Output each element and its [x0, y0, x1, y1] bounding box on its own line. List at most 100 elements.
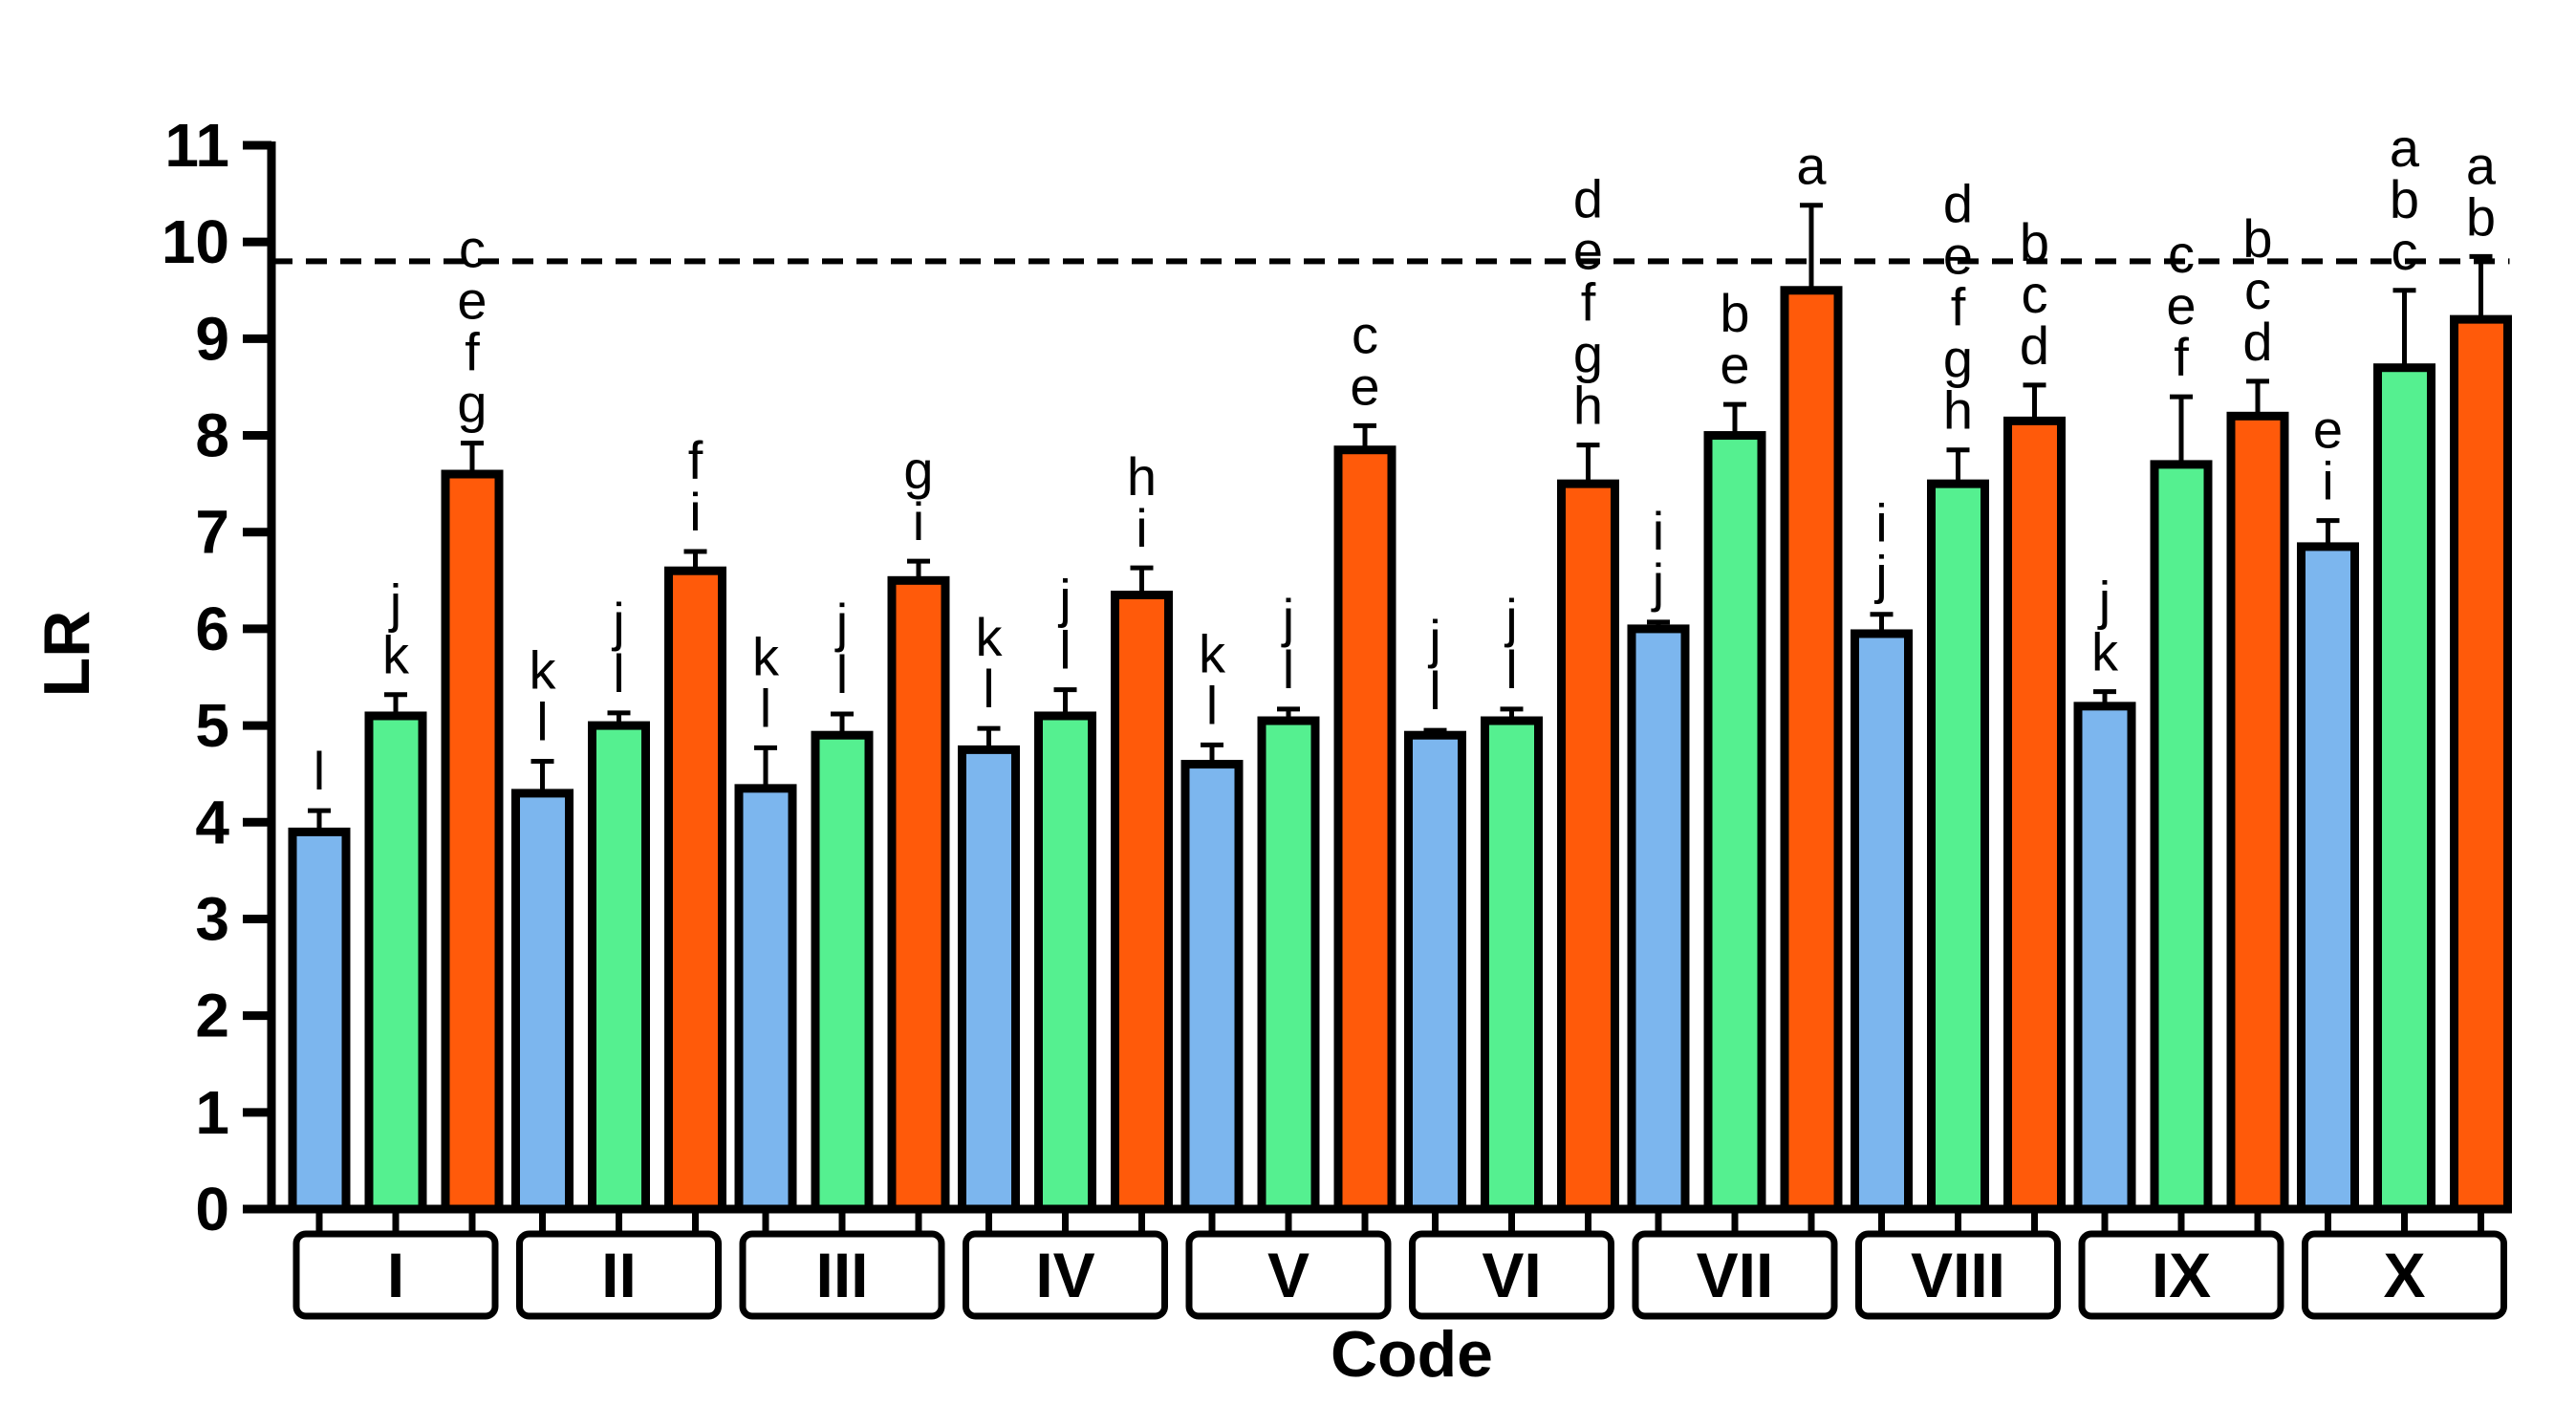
significance-letter: c — [2168, 224, 2195, 284]
bar-V-1 — [1180, 760, 1244, 1214]
significance-letter: f — [1951, 277, 1966, 337]
significance-letter: k — [752, 626, 780, 686]
significance-letter: j — [1427, 609, 1440, 669]
significance-letter: d — [2242, 312, 2272, 372]
significance-letter: d — [1943, 174, 1973, 234]
bar-II-1 — [511, 789, 574, 1214]
bar-X-1 — [2297, 542, 2359, 1214]
bar-VIII-3 — [2003, 416, 2066, 1214]
bar-IX-3 — [2226, 411, 2289, 1214]
significance-letter: j — [1057, 569, 1071, 629]
bar-X-3 — [2450, 314, 2512, 1214]
significance-letter: j — [1873, 545, 1887, 605]
bar-VII-2 — [1703, 431, 1766, 1214]
significance-letter: l — [1505, 639, 1517, 700]
group-label-box — [2302, 1230, 2507, 1320]
group-label: VIII — [1911, 1240, 2005, 1310]
significance-letter: i — [689, 482, 701, 542]
group-label-box — [1632, 1230, 1838, 1320]
significance-letter: f — [2174, 327, 2189, 387]
bar-III-3 — [887, 575, 950, 1214]
group-label: IX — [2152, 1240, 2211, 1310]
group-label: II — [601, 1240, 637, 1310]
group-label-box — [1855, 1230, 2061, 1320]
bar-IV-1 — [958, 745, 1020, 1214]
significance-letter: j — [388, 573, 401, 634]
group-label: VI — [1482, 1240, 1541, 1310]
group-label: VII — [1697, 1240, 1774, 1310]
significance-letter: f — [465, 322, 480, 382]
group-label-box — [1185, 1230, 1392, 1320]
significance-letter: l — [760, 678, 771, 738]
bar-IV-3 — [1111, 590, 1173, 1214]
significance-letter: e — [1573, 221, 1603, 281]
y-tick-label: 2 — [195, 982, 229, 1050]
bar-VI-2 — [1481, 716, 1543, 1214]
group-label: V — [1267, 1240, 1310, 1310]
bar-VIII-1 — [1851, 629, 1913, 1214]
bar-V-2 — [1257, 716, 1320, 1214]
bar-I-2 — [364, 711, 427, 1214]
significance-letter: j — [1504, 588, 1517, 648]
group-label: X — [2383, 1240, 2425, 1310]
significance-letter: j — [1651, 552, 1664, 613]
significance-letter: k — [2091, 622, 2119, 682]
y-tick-label: 9 — [195, 304, 229, 373]
significance-letter: l — [1206, 675, 1218, 735]
y-tick-label: 4 — [195, 788, 229, 856]
x-axis-title: Code — [1331, 1318, 1493, 1391]
bar-VI-3 — [1557, 479, 1619, 1214]
bar-II-2 — [588, 721, 650, 1214]
significance-letter: k — [382, 625, 410, 685]
significance-letter: e — [2166, 275, 2196, 335]
group-label: IV — [1035, 1240, 1094, 1310]
significance-letter: b — [2242, 208, 2272, 269]
group-label: III — [815, 1240, 868, 1310]
y-tick-label: 5 — [195, 691, 229, 760]
significance-letter: i — [913, 491, 924, 551]
group-label-box — [963, 1230, 1168, 1320]
bar-III-2 — [811, 730, 874, 1214]
significance-letter: a — [1796, 136, 1827, 196]
bar-VI-1 — [1404, 730, 1466, 1214]
group-label-box — [2078, 1230, 2284, 1320]
significance-letter: a — [2390, 118, 2420, 178]
significance-letter: k — [1199, 623, 1226, 683]
significance-letter: c — [1352, 304, 1378, 364]
y-tick-label: 8 — [195, 401, 229, 470]
significance-letter: c — [2244, 260, 2271, 320]
significance-letter: e — [2313, 400, 2343, 460]
y-tick-label: 7 — [195, 498, 229, 567]
significance-letter: c — [2022, 264, 2048, 324]
group-label: I — [387, 1240, 404, 1310]
significance-letter: j — [1281, 588, 1294, 648]
y-tick-label: 1 — [195, 1078, 229, 1147]
significance-letter: l — [1429, 660, 1440, 721]
group-label-box — [739, 1230, 945, 1320]
y-tick-label: 6 — [195, 594, 229, 663]
x-axis-groups: I II III IV V VI VII VIII IX X — [292, 1209, 2507, 1320]
significance-letter: l — [536, 692, 548, 752]
bar-X-2 — [2373, 363, 2435, 1214]
y-tick-label: 11 — [164, 111, 229, 180]
bar-I-3 — [441, 469, 504, 1214]
significance-letter: l — [613, 643, 624, 703]
bar-III-1 — [734, 784, 797, 1214]
significance-letter: k — [976, 607, 1004, 667]
significance-letter: i — [2322, 451, 2333, 511]
significance-letter: d — [1573, 169, 1603, 229]
group-label-box — [292, 1230, 499, 1320]
bar-VII-1 — [1627, 624, 1690, 1214]
significance-letter: b — [1720, 283, 1749, 343]
significance-letter: l — [1283, 639, 1294, 700]
significance-letter: g — [1943, 329, 1973, 389]
significance-letter: g — [903, 440, 933, 500]
significance-letter: i — [1136, 498, 1147, 558]
significance-letter: e — [1943, 226, 1973, 286]
significance-letter: l — [983, 659, 994, 719]
significance-letter: h — [1127, 446, 1157, 507]
bars-layer: ljkcefgkljlfikljlgikljlhikljlcejljldefgh… — [288, 118, 2512, 1214]
significance-letter: l — [1059, 620, 1071, 681]
y-tick-label: 0 — [195, 1175, 229, 1243]
